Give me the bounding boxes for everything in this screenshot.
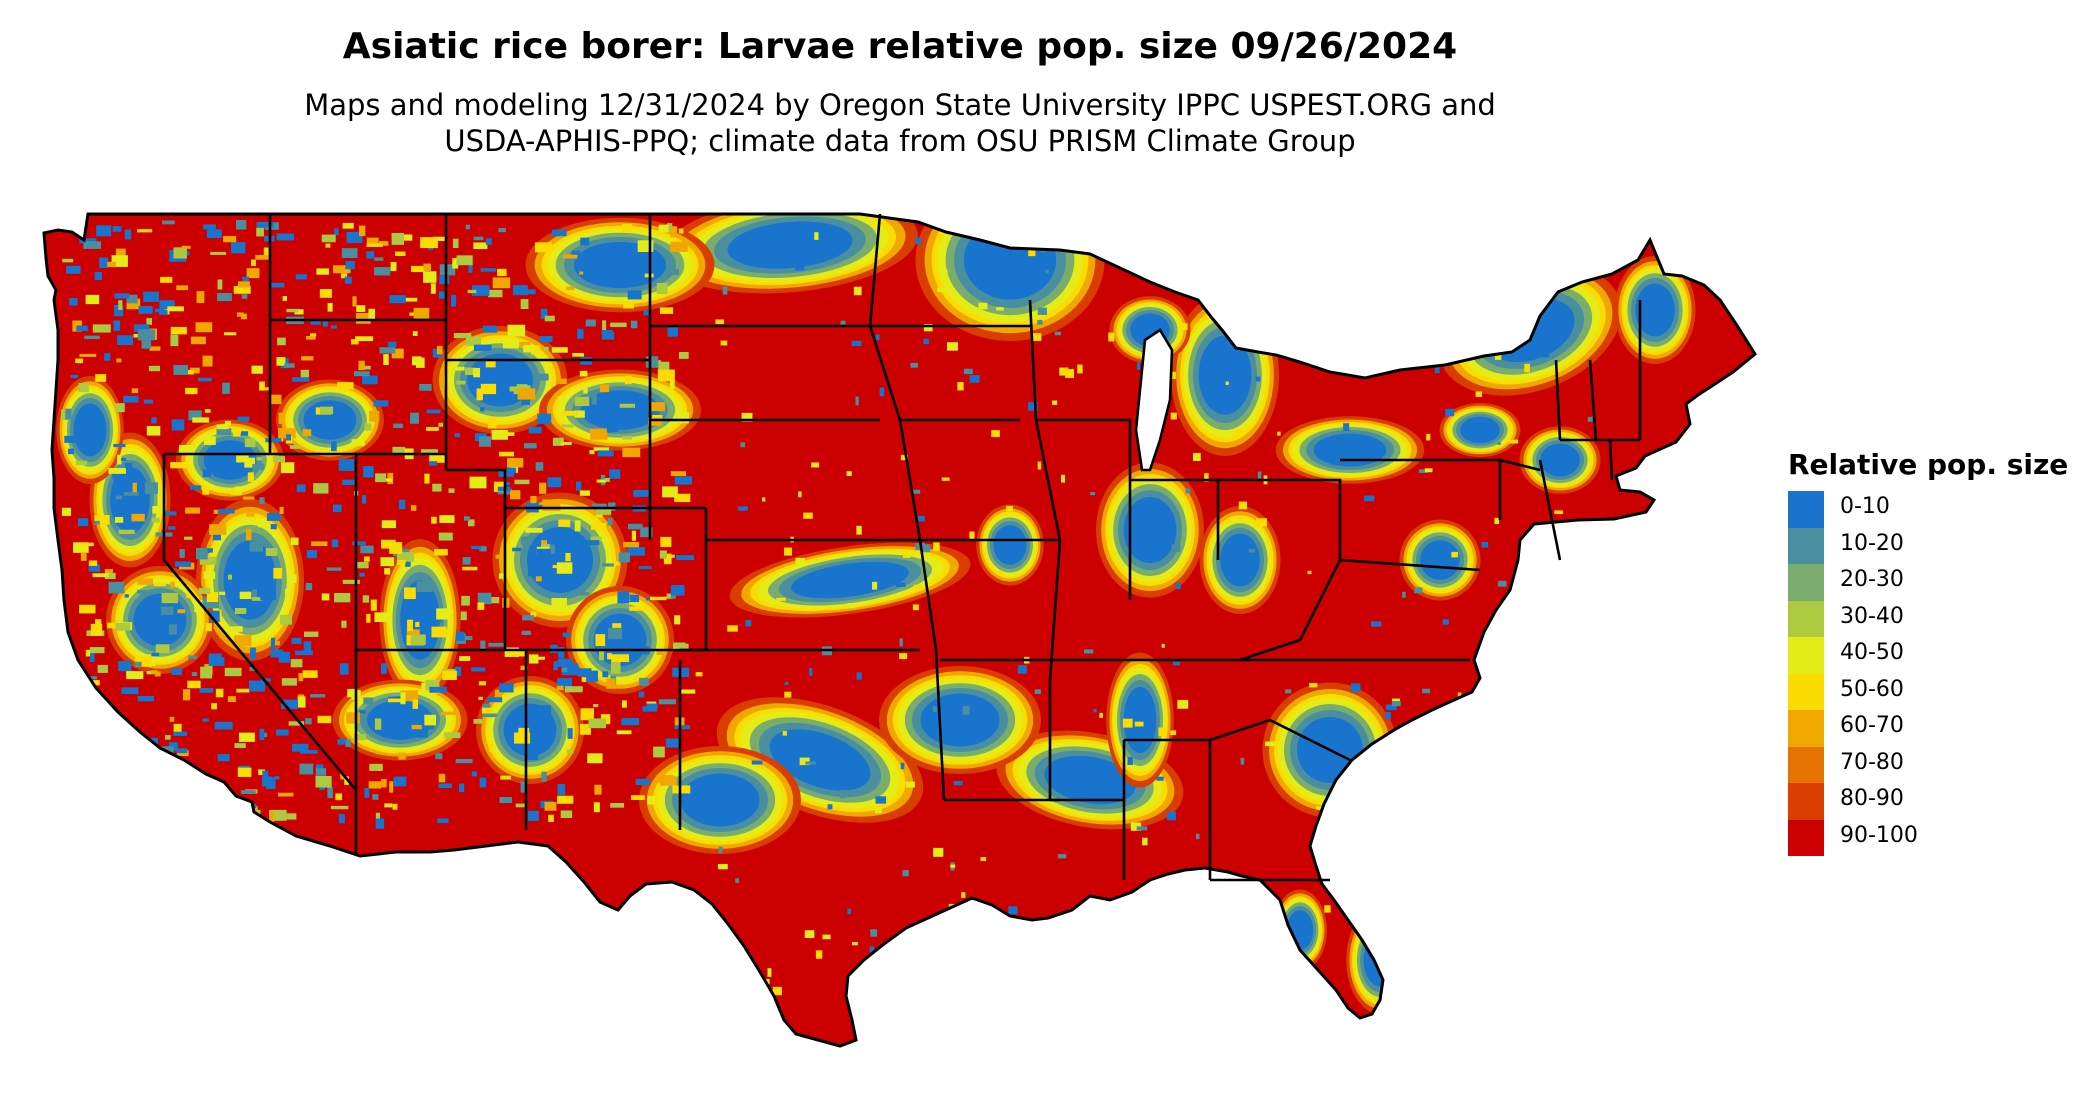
map-title: Asiatic rice borer: Larvae relative pop.… [342, 26, 1458, 67]
state-border-line [446, 468, 706, 510]
legend-label: 70-80 [1840, 749, 1904, 775]
legend-label: 50-60 [1840, 676, 1904, 702]
legend-title: Relative pop. size [1788, 448, 2069, 481]
state-border-line [1209, 718, 1351, 762]
state-border-line [868, 213, 922, 541]
state-border-line [1608, 439, 1614, 481]
legend-label: 40-50 [1840, 640, 1904, 665]
legend-swatch [1788, 673, 1824, 710]
legend-swatch [1788, 637, 1824, 674]
legend-label: 10-20 [1840, 530, 1904, 556]
legend-swatch [1788, 491, 1824, 528]
state-border-line [1339, 558, 1481, 572]
state-border-line [162, 454, 357, 791]
state-border-line [1588, 359, 1598, 441]
state-border-line [918, 539, 946, 801]
legend-swatch [1788, 564, 1824, 601]
legend-item: 0-10 [1788, 491, 2088, 528]
state-lines [162, 213, 1642, 882]
legend-swatch [1788, 600, 1824, 637]
legend-item: 20-30 [1788, 564, 2088, 601]
state-border-line [1048, 539, 1062, 800]
lake-michigan [1134, 328, 1174, 472]
legend-item: 40-50 [1788, 637, 2088, 674]
legend-item: 90-100 [1788, 819, 2088, 856]
us-population-map [42, 212, 1757, 1048]
legend-item: 50-60 [1788, 673, 2088, 710]
legend-item: 30-40 [1788, 600, 2088, 637]
legend-swatch [1788, 819, 1824, 856]
legend-items: 0-10 10-20 20-30 30-40 40-50 50-60 60-70 70-80 8… [1788, 491, 2088, 856]
state-border-line [1218, 478, 1342, 560]
legend-label: 60-70 [1840, 713, 1904, 738]
legend-item: 10-20 [1788, 527, 2088, 564]
state-borders [42, 212, 1757, 1048]
map-subtitle-line-2: USDA-APHIS-PPQ; climate data from OSU PR… [444, 124, 1356, 158]
legend-item: 80-90 [1788, 783, 2088, 820]
state-border-line [1036, 418, 1132, 600]
legend: Relative pop. size 0-10 10-20 20-30 30-40 40… [1788, 448, 2088, 856]
legend-label: 0-10 [1840, 494, 1890, 519]
legend-label: 20-30 [1840, 567, 1904, 592]
state-border-line [1554, 359, 1562, 441]
map-subtitle-line-1: Maps and modeling 12/31/2024 by Oregon S… [304, 88, 1496, 122]
legend-label: 80-90 [1840, 786, 1904, 811]
legend-item: 60-70 [1788, 710, 2088, 747]
legend-label: 90-100 [1840, 822, 1918, 848]
state-border-line [1499, 458, 1541, 472]
legend-swatch [1788, 527, 1824, 564]
legend-swatch [1788, 746, 1824, 783]
legend-label: 30-40 [1840, 603, 1904, 629]
legend-swatch [1788, 710, 1824, 747]
state-border-line [1239, 559, 1342, 662]
legend-item: 70-80 [1788, 746, 2088, 783]
legend-swatch [1788, 783, 1824, 820]
state-border-line [1538, 459, 1562, 561]
